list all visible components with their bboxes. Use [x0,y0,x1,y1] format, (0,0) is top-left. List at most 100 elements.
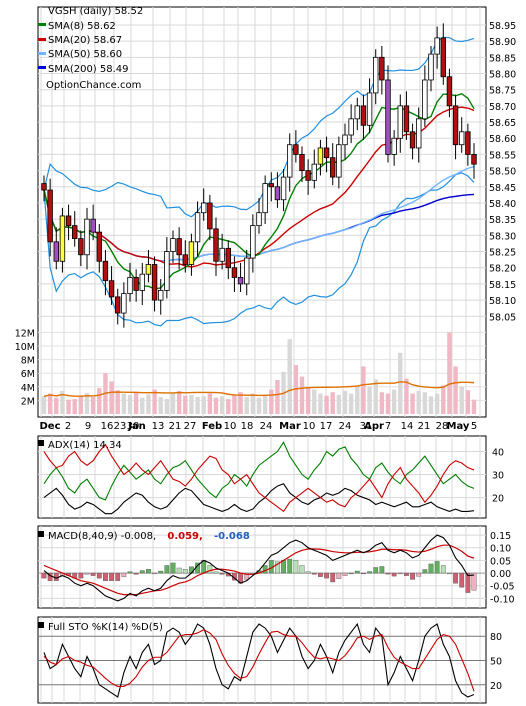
adx-title: ADX(14) 14.34 [48,440,122,451]
macd-histogram-bar [53,572,59,581]
candle-body [133,277,139,291]
adx-tick-label: 30 [492,471,504,482]
macd-histogram-bar [96,572,102,579]
candle-body [176,238,182,256]
candle-body [72,225,78,239]
volume-bar [121,393,127,414]
candle-body [201,202,207,214]
candle-body [422,79,428,120]
x-axis-label: 18 [241,421,254,432]
x-axis-label: 10 [303,421,316,432]
price-tick-label: 58.85 [489,53,516,64]
macd-histogram-bar [305,571,311,574]
macd-histogram-bar [293,560,299,574]
x-axis-label: 14 [401,421,414,432]
volume-bar [84,392,90,414]
price-tick-label: 58.65 [489,118,516,129]
volume-tick-label: 8M [21,356,35,367]
price-tick-label: 58.50 [489,167,516,178]
volume-bar [391,389,397,414]
price-tick-label: 58.90 [489,37,516,48]
price-tick-label: 58.55 [489,150,516,161]
macd-histogram-bar [379,566,385,574]
price-tick-label: 58.45 [489,183,516,194]
x-axis-label: 31 [360,421,373,432]
macd-histogram-bar [115,572,121,581]
volume-bar [324,395,329,414]
candle-body [121,293,127,314]
x-axis-label: 5 [471,421,477,432]
macd-histogram-bar [422,569,428,574]
volume-bar [422,392,428,414]
volume-bar [189,394,194,414]
candle-body [170,238,176,252]
volume-bar [299,376,305,414]
macd-line [43,534,475,602]
volume-tick-label: 6M [21,369,35,380]
candle-body [379,56,385,81]
macd-tick-label: 0.10 [490,544,511,555]
price-panel-frame [37,6,487,418]
volume-bar [47,393,53,414]
volume-bar [207,393,213,414]
macd-histogram-bar [397,572,403,575]
macd-histogram-bar [330,572,336,583]
volume-bar [367,386,372,414]
x-axis-label: 21 [418,421,431,432]
macd-histogram-bar [121,572,127,578]
volume-bar [54,397,59,414]
candle-body [90,218,96,233]
price-tick-label: 58.35 [489,215,516,226]
volume-bar [471,399,477,414]
volume-bar [428,396,434,414]
candle-body [145,264,152,275]
x-axis-label: 28 [436,421,449,432]
macd-title: MACD(8,40,9) -0.008, 0.059, -0.068 [48,531,250,542]
volume-bar [72,399,77,414]
candle-body [102,260,109,282]
volume-bar [238,392,243,414]
candle-body [213,228,219,262]
candle-body [440,37,446,78]
volume-tick-label: 10M [15,342,35,353]
macd-histogram-bar [170,562,176,574]
price-tick-label: 58.10 [489,296,516,307]
macd-histogram-bar [471,572,477,591]
macd-histogram-bar [354,570,360,574]
volume-bar [256,397,262,414]
candle-body [158,289,164,301]
macd-histogram-bar [318,572,323,577]
candle-body [342,134,348,146]
macd-tick-label: -0.05 [490,582,515,593]
volume-bar [176,390,182,414]
volume-bar [183,395,188,414]
macd-histogram-bar [311,572,317,575]
volume-bar [250,393,256,414]
x-axis-label: Apr [364,421,384,432]
candle-body [182,254,188,265]
volume-bar [379,392,385,414]
x-axis-label: 24 [339,421,352,432]
legend-sma20-swatch [38,38,46,41]
macd-histogram-bar [176,567,182,574]
candle-body [151,264,158,301]
macd-histogram-bar [219,572,225,575]
volume-bar [404,378,409,414]
price-tick-label: 58.80 [489,70,516,81]
volume-bar [90,397,96,414]
macd-histogram-bar [391,572,397,577]
x-axis-label: 2 [65,421,71,432]
volume-bar [109,381,114,414]
macd-hist-value: -0.068 [214,531,250,542]
volume-bar [60,390,65,414]
macd-histogram-bar [465,572,471,593]
candle-body [299,154,305,172]
candle-body [53,241,59,262]
macd-histogram-bar [440,565,446,574]
macd-histogram-bar [287,558,293,574]
macd-histogram-bar [244,572,250,580]
candle-body [164,251,170,291]
candle-body [139,273,145,291]
volume-bar [459,386,464,414]
